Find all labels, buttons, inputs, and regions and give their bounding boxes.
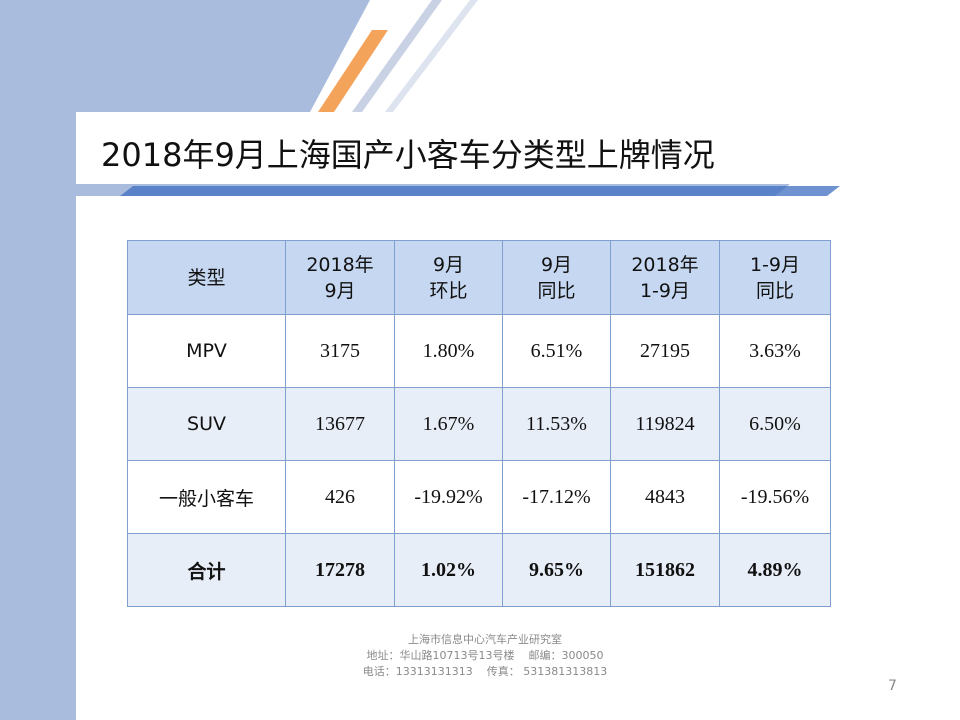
- header-ytd-2018: 2018年 1-9月: [610, 240, 720, 315]
- cell-yoy: 6.51%: [502, 314, 611, 388]
- footer-contact: 上海市信息中心汽车产业研究室 地址：华山路10713号13号楼 邮编：30005…: [300, 632, 670, 680]
- cell-ytd: 119824: [610, 387, 720, 461]
- cell-type: MPV: [127, 314, 286, 388]
- footer-org: 上海市信息中心汽车产业研究室: [408, 633, 562, 646]
- cell-type: SUV: [127, 387, 286, 461]
- cell-sep: 13677: [285, 387, 395, 461]
- footer-address: 地址：华山路10713号13号楼 邮编：300050: [366, 649, 604, 662]
- cell-type: 合计: [127, 533, 286, 607]
- table-row: SUV 13677 1.67% 11.53% 119824 6.50%: [127, 387, 831, 461]
- table-row: MPV 3175 1.80% 6.51% 27195 3.63%: [127, 314, 831, 388]
- cell-mom: 1.02%: [394, 533, 503, 607]
- header-sep-mom: 9月 环比: [394, 240, 503, 315]
- top-decor-band: [0, 0, 960, 112]
- header-sep-yoy: 9月 同比: [502, 240, 611, 315]
- cell-mom: -19.92%: [394, 460, 503, 534]
- page-number: 7: [888, 678, 897, 694]
- cell-type: 一般小客车: [127, 460, 286, 534]
- cell-yoy: 9.65%: [502, 533, 611, 607]
- cell-yoy: -17.12%: [502, 460, 611, 534]
- cell-ytd-yoy: 6.50%: [719, 387, 831, 461]
- table-header-row: 类型 2018年 9月 9月 环比 9月 同比 2018年 1-9月 1-9月 同比: [127, 240, 831, 315]
- cell-ytd-yoy: -19.56%: [719, 460, 831, 534]
- cell-ytd-yoy: 4.89%: [719, 533, 831, 607]
- cell-ytd: 27195: [610, 314, 720, 388]
- cell-ytd: 4843: [610, 460, 720, 534]
- header-ytd-yoy: 1-9月 同比: [719, 240, 831, 315]
- cell-mom: 1.80%: [394, 314, 503, 388]
- cell-ytd-yoy: 3.63%: [719, 314, 831, 388]
- left-decor-band: [0, 0, 76, 720]
- cell-ytd: 151862: [610, 533, 720, 607]
- header-type: 类型: [127, 240, 286, 315]
- table-total-row: 合计 17278 1.02% 9.65% 151862 4.89%: [127, 533, 831, 607]
- header-sep-2018: 2018年 9月: [285, 240, 395, 315]
- cell-mom: 1.67%: [394, 387, 503, 461]
- footer-phone: 电话：13313131313 传真： 531381313813: [362, 665, 608, 678]
- cell-sep: 17278: [285, 533, 395, 607]
- cell-yoy: 11.53%: [502, 387, 611, 461]
- cell-sep: 3175: [285, 314, 395, 388]
- page-title: 2018年9月上海国产小客车分类型上牌情况: [101, 136, 715, 174]
- cell-sep: 426: [285, 460, 395, 534]
- registration-table: 类型 2018年 9月 9月 环比 9月 同比 2018年 1-9月 1-9月 同比 MP…: [127, 240, 831, 607]
- table-row: 一般小客车 426 -19.92% -17.12% 4843 -19.56%: [127, 460, 831, 534]
